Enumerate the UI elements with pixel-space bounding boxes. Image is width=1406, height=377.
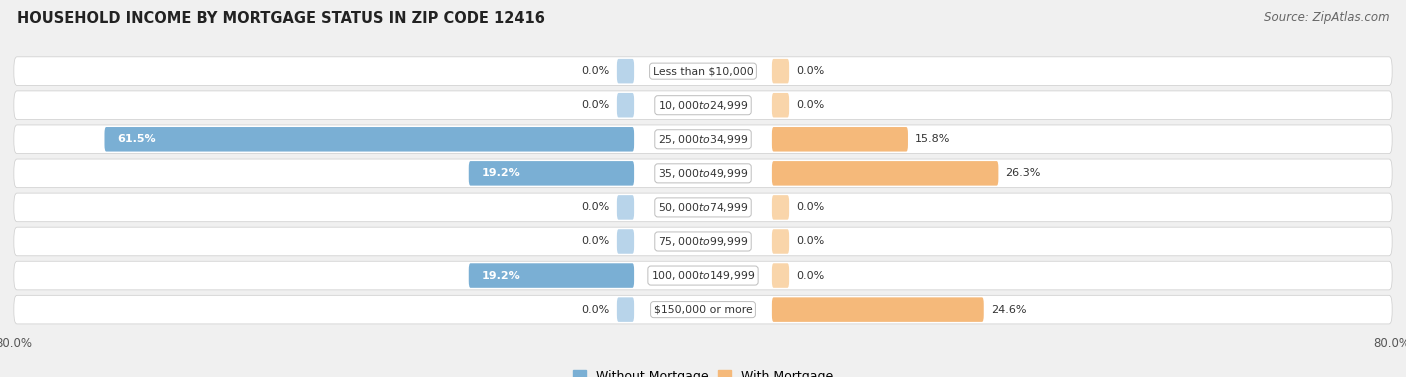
FancyBboxPatch shape: [772, 297, 984, 322]
FancyBboxPatch shape: [772, 263, 789, 288]
Text: 0.0%: 0.0%: [582, 202, 610, 212]
Text: 0.0%: 0.0%: [582, 100, 610, 110]
FancyBboxPatch shape: [772, 93, 789, 118]
Text: $50,000 to $74,999: $50,000 to $74,999: [658, 201, 748, 214]
Text: 19.2%: 19.2%: [482, 169, 520, 178]
FancyBboxPatch shape: [14, 295, 1392, 324]
FancyBboxPatch shape: [14, 159, 1392, 188]
FancyBboxPatch shape: [468, 161, 634, 185]
FancyBboxPatch shape: [617, 195, 634, 220]
Text: HOUSEHOLD INCOME BY MORTGAGE STATUS IN ZIP CODE 12416: HOUSEHOLD INCOME BY MORTGAGE STATUS IN Z…: [17, 11, 544, 26]
FancyBboxPatch shape: [14, 227, 1392, 256]
FancyBboxPatch shape: [617, 297, 634, 322]
Text: 24.6%: 24.6%: [991, 305, 1026, 315]
FancyBboxPatch shape: [14, 125, 1392, 153]
FancyBboxPatch shape: [14, 91, 1392, 120]
FancyBboxPatch shape: [468, 263, 634, 288]
FancyBboxPatch shape: [617, 229, 634, 254]
FancyBboxPatch shape: [772, 195, 789, 220]
Text: 0.0%: 0.0%: [796, 66, 824, 76]
Legend: Without Mortgage, With Mortgage: Without Mortgage, With Mortgage: [568, 365, 838, 377]
FancyBboxPatch shape: [617, 93, 634, 118]
Text: 61.5%: 61.5%: [117, 134, 156, 144]
Text: 0.0%: 0.0%: [796, 100, 824, 110]
FancyBboxPatch shape: [772, 229, 789, 254]
FancyBboxPatch shape: [14, 261, 1392, 290]
Text: Less than $10,000: Less than $10,000: [652, 66, 754, 76]
Text: 0.0%: 0.0%: [582, 305, 610, 315]
Text: 0.0%: 0.0%: [796, 236, 824, 247]
Text: 19.2%: 19.2%: [482, 271, 520, 280]
Text: 0.0%: 0.0%: [582, 236, 610, 247]
Text: 26.3%: 26.3%: [1005, 169, 1040, 178]
FancyBboxPatch shape: [772, 127, 908, 152]
FancyBboxPatch shape: [104, 127, 634, 152]
Text: $100,000 to $149,999: $100,000 to $149,999: [651, 269, 755, 282]
Text: Source: ZipAtlas.com: Source: ZipAtlas.com: [1264, 11, 1389, 24]
FancyBboxPatch shape: [772, 161, 998, 185]
Text: $75,000 to $99,999: $75,000 to $99,999: [658, 235, 748, 248]
FancyBboxPatch shape: [14, 193, 1392, 222]
Text: $10,000 to $24,999: $10,000 to $24,999: [658, 99, 748, 112]
FancyBboxPatch shape: [772, 59, 789, 83]
FancyBboxPatch shape: [14, 57, 1392, 86]
Text: 15.8%: 15.8%: [915, 134, 950, 144]
Text: 0.0%: 0.0%: [796, 271, 824, 280]
Text: $150,000 or more: $150,000 or more: [654, 305, 752, 315]
Text: $35,000 to $49,999: $35,000 to $49,999: [658, 167, 748, 180]
FancyBboxPatch shape: [617, 59, 634, 83]
Text: 0.0%: 0.0%: [796, 202, 824, 212]
Text: 0.0%: 0.0%: [582, 66, 610, 76]
Text: $25,000 to $34,999: $25,000 to $34,999: [658, 133, 748, 146]
